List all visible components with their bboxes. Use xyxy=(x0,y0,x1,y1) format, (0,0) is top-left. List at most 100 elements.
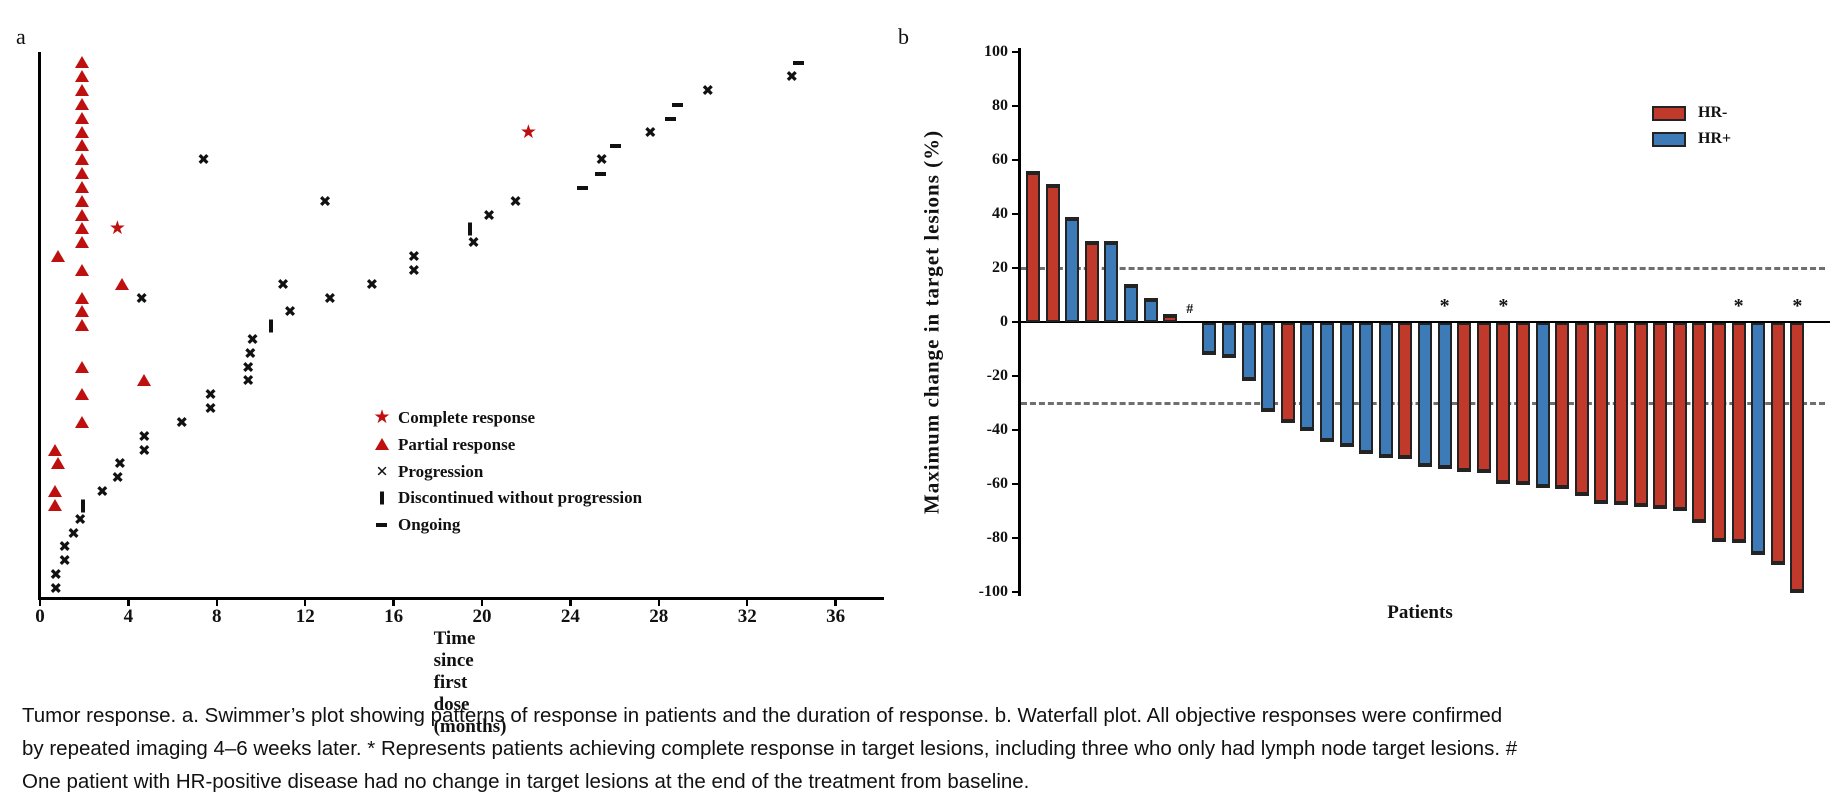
swimmer-x-tick xyxy=(745,597,749,606)
partial-response-icon xyxy=(50,250,65,263)
partial-response-icon xyxy=(50,457,65,470)
swimmer-x-tick xyxy=(569,597,572,606)
partial-response-icon xyxy=(136,374,151,387)
swimmer-x-tick-label: 36 xyxy=(826,606,846,627)
complete-response-icon: ★ xyxy=(108,217,126,240)
progression-end-icon: ✖ xyxy=(67,524,80,543)
swimmer-bar xyxy=(40,59,791,68)
waterfall-bar xyxy=(1790,323,1805,593)
waterfall-bar xyxy=(1320,323,1334,442)
partial-response-icon xyxy=(74,84,89,97)
hr-negative-swatch xyxy=(1652,105,1686,121)
waterfall-bar xyxy=(1692,323,1707,523)
waterfall-y-tick xyxy=(1012,320,1018,324)
swimmer-legend-label: Complete response xyxy=(398,408,536,427)
swimmer-bar xyxy=(40,253,407,262)
swimmer-x-axis-title: Time since first dose (months) xyxy=(433,628,507,737)
progression-end-icon: ✖ xyxy=(407,261,421,280)
progression-icon: ✖ xyxy=(135,289,148,307)
waterfall-bar xyxy=(1026,170,1040,322)
waterfall-bar xyxy=(1065,216,1080,322)
waterfall-bar xyxy=(1222,323,1236,359)
swimmer-x-tick xyxy=(834,597,837,606)
complete-response-asterisk: * xyxy=(1792,295,1803,317)
waterfall-bar xyxy=(1398,323,1413,460)
swimmer-bar xyxy=(40,432,137,441)
ongoing-icon xyxy=(665,116,677,121)
panel-b-label: b xyxy=(898,24,909,49)
progression-end-icon: ✖ xyxy=(137,427,151,446)
waterfall-bar xyxy=(1751,323,1766,556)
waterfall-y-tick-label: -60 xyxy=(986,475,1008,492)
partial-response-icon xyxy=(48,485,63,498)
swimmer-x-tick xyxy=(215,597,219,606)
waterfall-bar xyxy=(1496,323,1511,484)
swimmer-bar xyxy=(40,391,204,400)
swimmer-bar xyxy=(40,336,246,345)
swimmer-bar xyxy=(40,543,58,552)
waterfall-y-tick-label: -40 xyxy=(986,421,1008,438)
waterfall-bar xyxy=(1614,323,1628,506)
progression-end-icon: ✖ xyxy=(323,289,337,307)
triangle-glyph xyxy=(375,437,389,450)
waterfall-bar xyxy=(1437,323,1452,469)
partial-response-icon xyxy=(74,388,89,401)
progression-end-icon: ✖ xyxy=(509,192,522,211)
progression-end-icon: ✖ xyxy=(204,399,217,418)
swimmer-bar xyxy=(40,266,407,275)
ongoing-icon xyxy=(671,102,683,107)
swimmer-bar xyxy=(40,239,467,248)
waterfall-y-tick xyxy=(1012,536,1018,540)
complete-response-asterisk: * xyxy=(1439,295,1450,317)
partial-response-icon xyxy=(74,305,89,318)
waterfall-bar xyxy=(1770,323,1785,565)
waterfall-y-tick xyxy=(1012,50,1018,54)
partial-response-icon xyxy=(74,222,89,235)
swimmer-x-tick xyxy=(480,597,484,606)
waterfall-y-tick-label: 20 xyxy=(992,259,1008,276)
swimmer-x-tick-label: 8 xyxy=(212,606,222,627)
progression-end-icon: ✖ xyxy=(95,482,109,501)
waterfall-bar xyxy=(1418,323,1432,468)
progression-end-icon: ✖ xyxy=(49,565,63,584)
waterfall-y-tick xyxy=(1012,104,1018,108)
star-legend-icon: ★ xyxy=(372,407,398,429)
no-change-hash-marker: # xyxy=(1186,302,1194,317)
waterfall-y-tick xyxy=(1012,590,1018,594)
partial-response-icon xyxy=(74,180,89,193)
waterfall-bar xyxy=(1143,297,1158,322)
panel-a-label: a xyxy=(16,24,26,49)
swimmer-bar xyxy=(40,197,509,206)
ongoing-icon xyxy=(609,144,621,149)
progression-end-icon: ✖ xyxy=(137,441,151,460)
waterfall-bar xyxy=(1241,323,1256,382)
waterfall-bar xyxy=(1261,323,1276,413)
waterfall-y-tick-label: 100 xyxy=(984,43,1008,60)
waterfall-y-tick xyxy=(1012,266,1018,270)
swimmer-bar xyxy=(40,170,593,179)
swimmer-legend-item: ✕ Progression xyxy=(372,461,484,483)
waterfall-bar xyxy=(1594,323,1609,504)
waterfall-y-tick xyxy=(1012,158,1018,162)
swimmer-x-tick-label: 28 xyxy=(649,606,669,627)
swimmer-bar xyxy=(40,280,365,289)
swimmer-bar xyxy=(40,73,785,82)
waterfall-bar xyxy=(1202,323,1217,356)
swimmer-bar xyxy=(40,142,608,151)
swimmer-bar xyxy=(40,349,243,358)
partial-response-icon xyxy=(74,167,89,180)
waterfall-bar xyxy=(1339,323,1354,448)
waterfall-y-tick-label: 80 xyxy=(992,97,1008,114)
waterfall-y-tick-label: 60 xyxy=(992,151,1008,168)
swimmer-x-tick-label: 12 xyxy=(295,606,315,627)
progression-end-icon: ✖ xyxy=(204,385,217,404)
progression-end-icon: ✖ xyxy=(175,413,189,432)
partial-response-icon xyxy=(74,416,89,429)
waterfall-y-tick-label: -80 xyxy=(986,529,1008,546)
partial-response-icon xyxy=(74,139,89,152)
partial-response-icon xyxy=(74,208,89,221)
waterfall-bar xyxy=(1104,241,1119,322)
waterfall-y-tick xyxy=(1012,374,1018,378)
waterfall-bar xyxy=(1633,323,1648,507)
progression-end-icon: ✖ xyxy=(595,150,608,169)
